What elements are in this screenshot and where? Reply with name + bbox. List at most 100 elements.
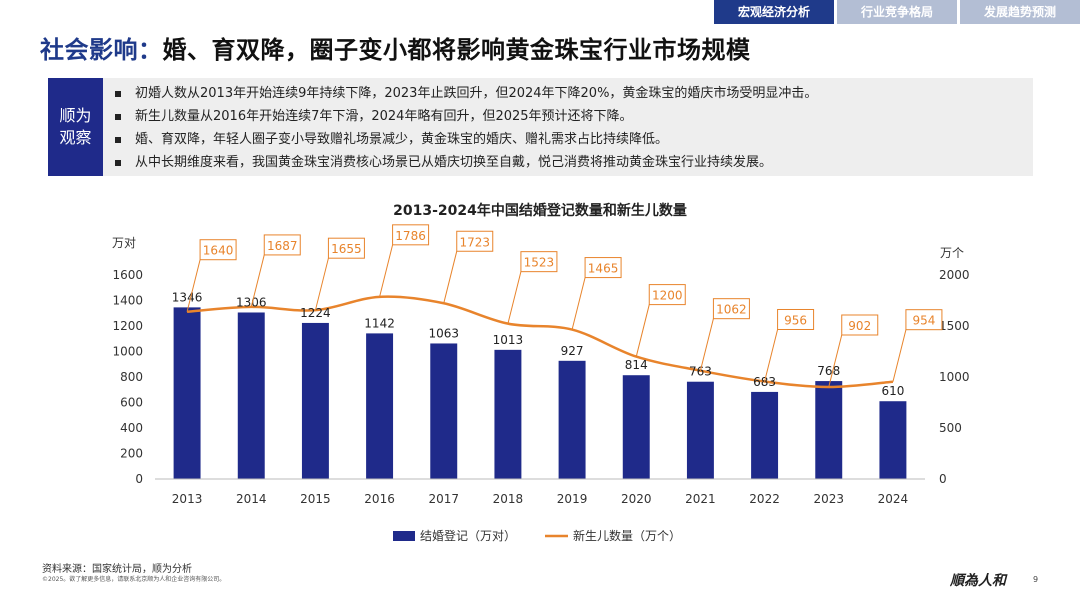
bullet-icon	[115, 136, 121, 143]
tab-trend[interactable]: 发展趋势预测	[960, 0, 1080, 24]
marriage-bar-label: 1224	[300, 306, 331, 320]
legend-line-label: 新生儿数量（万个）	[573, 528, 681, 543]
marriage-bar	[430, 343, 458, 479]
left-axis-tick-label: 1200	[112, 319, 143, 333]
left-axis-tick-label: 800	[120, 370, 143, 384]
x-axis-tick-label: 2014	[236, 492, 267, 506]
tab-macro-economy[interactable]: 宏观经济分析	[714, 0, 834, 24]
newborn-point-label: 1655	[331, 242, 362, 256]
left-axis-tick-label: 0	[135, 472, 143, 486]
marriage-bar	[815, 381, 843, 479]
marriage-bar-label: 763	[689, 365, 712, 379]
newborn-point-label: 1062	[716, 303, 747, 317]
newborn-callout-box	[648, 284, 686, 306]
x-axis-tick-label: 2015	[300, 492, 331, 506]
legend: 结婚登记（万对） 新生儿数量（万个）	[393, 528, 681, 543]
newborn-callout-box	[841, 314, 879, 336]
marriage-bar	[879, 401, 907, 479]
x-axis-tick-label: 2022	[749, 492, 780, 506]
x-axis-tick-label: 2016	[364, 492, 395, 506]
marriage-bar-label: 814	[625, 358, 648, 372]
right-axis-unit: 万个	[940, 246, 964, 260]
newborn-line	[186, 295, 894, 389]
bullet-icon	[115, 159, 121, 166]
newborn-point-label: 1786	[395, 229, 426, 243]
newborn-callout-box	[712, 298, 750, 320]
top-tabs: 宏观经济分析 行业竞争格局 发展趋势预测	[711, 0, 1080, 24]
newborn-callout-box	[905, 309, 943, 331]
newborn-callout-leader	[250, 254, 265, 308]
marriage-bar-label: 927	[561, 344, 584, 358]
marriage-bar	[366, 333, 394, 479]
bullet-icon	[115, 113, 121, 120]
x-axis-tick-label: 2024	[878, 492, 909, 506]
observation-item: 初婚人数从2013年开始连续9年持续下降，2023年止跌回升，但2024年下降2…	[115, 82, 1033, 105]
marriage-bar	[173, 307, 201, 479]
page-title-rest: 婚、育双降，圈子变小都将影响黄金珠宝行业市场规模	[162, 36, 751, 64]
marriage-bar	[237, 312, 265, 479]
observation-item-text: 从中长期维度来看，我国黄金珠宝消费核心场景已从婚庆切换至自戴，悦己消费将推动黄金…	[135, 155, 773, 170]
newborn-callout-box	[456, 230, 494, 252]
right-axis-tick-label: 2000	[939, 268, 970, 282]
newborn-callout-leader	[892, 329, 907, 382]
marriage-bar-label: 1013	[493, 333, 524, 347]
x-axis-tick-label: 2020	[621, 492, 652, 506]
copyright-note: ©2025。欲了解更多信息，请联系北京顺为人和企业咨询有限公司。	[42, 576, 226, 583]
left-axis-tick-label: 400	[120, 421, 143, 435]
newborn-callout-leader	[699, 318, 714, 371]
observation-label-text: 顺为观察	[59, 106, 92, 147]
right-axis-tick-label: 1000	[939, 370, 970, 384]
marriage-bar	[686, 381, 714, 479]
observation-item-text: 新生儿数量从2016年开始连续7年下滑，2024年略有回升，但2025年预计还将…	[135, 109, 633, 124]
x-axis-tick-label: 2019	[557, 492, 588, 506]
page-title: 社会影响：婚、育双降，圈子变小都将影响黄金珠宝行业市场规模	[40, 30, 751, 65]
x-axis-tick-label: 2023	[813, 492, 844, 506]
newborn-point-label: 954	[912, 314, 935, 328]
observation-label: 顺为观察	[48, 78, 103, 176]
newborn-point-label: 1523	[524, 256, 555, 270]
newborn-callout-leader	[571, 277, 586, 330]
left-axis-tick-label: 1600	[112, 268, 143, 282]
legend-bar-label: 结婚登记（万对）	[420, 528, 516, 543]
marriage-bar	[751, 391, 779, 479]
observation-box: 初婚人数从2013年开始连续9年持续下降，2023年止跌回升，但2024年下降2…	[103, 78, 1033, 176]
x-axis-tick-label: 2013	[172, 492, 203, 506]
bullet-icon	[115, 90, 121, 97]
newborn-callout-leader	[314, 258, 329, 311]
line-series	[186, 295, 894, 389]
source-note: 资料来源：国家统计局，顺为分析	[42, 564, 192, 575]
left-axis-unit: 万对	[112, 236, 136, 250]
observation-item: 新生儿数量从2016年开始连续7年下滑，2024年略有回升，但2025年预计还将…	[115, 105, 1033, 128]
newborn-callout-leader	[635, 304, 650, 357]
marriage-bar	[622, 375, 650, 479]
observation-item-text: 初婚人数从2013年开始连续9年持续下降，2023年止跌回升，但2024年下降2…	[135, 86, 818, 101]
marriage-bar-label: 683	[753, 375, 776, 389]
observation-list: 初婚人数从2013年开始连续9年持续下降，2023年止跌回升，但2024年下降2…	[103, 78, 1033, 174]
page-number: 9	[1033, 575, 1039, 584]
newborn-callout-box	[777, 308, 815, 330]
newborn-point-label: 1723	[459, 235, 490, 249]
newborn-callout-leader	[507, 271, 522, 324]
x-axis-tick-label: 2021	[685, 492, 716, 506]
left-axis-tick-label: 200	[120, 447, 143, 461]
marriage-bar-label: 1142	[364, 316, 395, 330]
x-axis-tick-label: 2017	[428, 492, 459, 506]
marriage-birth-chart: 2013-2024年中国结婚登记数量和新生儿数量 万对 万个 0 200 400 60…	[112, 202, 970, 543]
marriage-bar-label: 610	[881, 384, 904, 398]
observation-item: 从中长期维度来看，我国黄金珠宝消费核心场景已从婚庆切换至自戴，悦己消费将推动黄金…	[115, 151, 1033, 174]
right-axis-tick-label: 0	[939, 472, 947, 486]
left-axis-tick-label: 1400	[112, 294, 143, 308]
observation-item-text: 婚、育双降，年轻人圈子变小导致赠礼场景减少，黄金珠宝的婚庆、赠礼需求占比持续降低…	[135, 132, 669, 147]
tab-competition[interactable]: 行业竞争格局	[837, 0, 957, 24]
newborn-point-label: 1687	[267, 239, 298, 253]
left-axis-tick-label: 600	[120, 396, 143, 410]
marriage-bar	[301, 322, 329, 479]
marriage-bar-label: 768	[817, 364, 840, 378]
bar-series	[173, 307, 907, 479]
chart-title: 2013-2024年中国结婚登记数量和新生儿数量	[393, 202, 687, 219]
newborn-callout-box	[584, 257, 622, 279]
data-labels: 1346 1306 1224 1142 1063 1013 927 814 763 683 768 6…	[172, 224, 943, 398]
newborn-point-label: 1465	[588, 262, 619, 276]
page-title-highlight: 社会影响：	[40, 36, 163, 64]
newborn-callout-box	[327, 237, 365, 259]
